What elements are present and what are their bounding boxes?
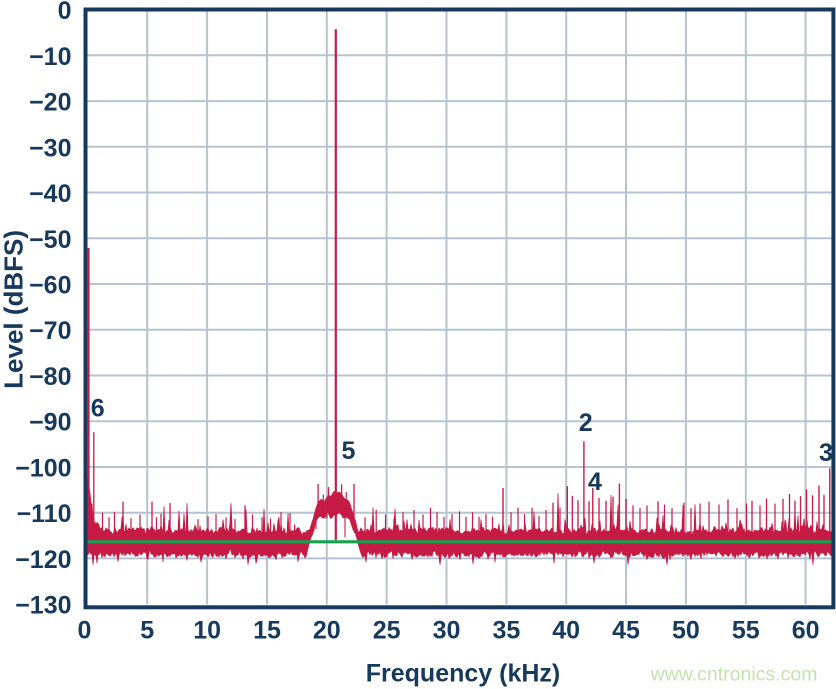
svg-text:−90: −90 bbox=[29, 409, 71, 437]
svg-text:30: 30 bbox=[433, 617, 461, 645]
svg-text:3: 3 bbox=[819, 439, 833, 467]
svg-text:−60: −60 bbox=[29, 272, 71, 300]
svg-text:−10: −10 bbox=[29, 43, 71, 71]
svg-text:45: 45 bbox=[612, 617, 640, 645]
svg-text:4: 4 bbox=[588, 468, 602, 496]
svg-text:5: 5 bbox=[140, 617, 154, 645]
svg-text:−80: −80 bbox=[29, 363, 71, 391]
svg-text:−70: −70 bbox=[29, 317, 71, 345]
svg-text:−120: −120 bbox=[15, 546, 71, 574]
svg-text:−20: −20 bbox=[29, 89, 71, 117]
svg-text:0: 0 bbox=[78, 617, 92, 645]
svg-text:−50: −50 bbox=[29, 226, 71, 254]
svg-text:55: 55 bbox=[732, 617, 760, 645]
svg-text:25: 25 bbox=[373, 617, 401, 645]
svg-text:Frequency (kHz): Frequency (kHz) bbox=[366, 660, 560, 688]
svg-text:5: 5 bbox=[342, 437, 356, 465]
svg-text:Level (dBFS): Level (dBFS) bbox=[0, 230, 29, 389]
svg-text:www.cntronics.com: www.cntronics.com bbox=[650, 664, 818, 686]
svg-text:60: 60 bbox=[792, 617, 820, 645]
svg-text:35: 35 bbox=[492, 617, 520, 645]
svg-text:15: 15 bbox=[253, 617, 281, 645]
svg-text:−130: −130 bbox=[15, 592, 71, 620]
svg-text:20: 20 bbox=[313, 617, 341, 645]
svg-text:−40: −40 bbox=[29, 180, 71, 208]
svg-text:−30: −30 bbox=[29, 134, 71, 162]
svg-text:10: 10 bbox=[193, 617, 221, 645]
svg-text:40: 40 bbox=[552, 617, 580, 645]
svg-text:−100: −100 bbox=[15, 455, 71, 483]
svg-text:0: 0 bbox=[58, 0, 72, 25]
svg-text:6: 6 bbox=[91, 395, 105, 423]
svg-text:−110: −110 bbox=[17, 500, 72, 528]
svg-text:50: 50 bbox=[672, 617, 700, 645]
svg-text:2: 2 bbox=[579, 409, 593, 437]
